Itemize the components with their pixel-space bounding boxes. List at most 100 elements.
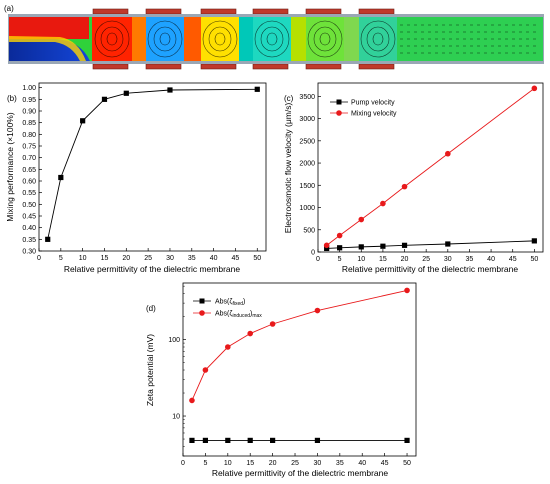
concentration-field	[9, 17, 543, 61]
panel-d-label: (d)	[146, 304, 156, 313]
series-line	[191, 289, 408, 401]
data-point	[80, 118, 86, 124]
data-point	[269, 321, 276, 327]
bottom-electrodes	[92, 63, 395, 70]
legend-d: Abs(ζfixed) Abs(ζinduced)max	[193, 298, 262, 320]
x-axis-label-d: Relative permittivity of the dielectric …	[212, 468, 388, 478]
y-tick-label: 0.95	[22, 97, 36, 104]
x-ticks-d: 0 5 10 15 20 25 30 35 40 45 50	[181, 453, 411, 467]
x-tick-label: 0	[37, 255, 41, 262]
data-point	[358, 216, 365, 223]
data-point	[445, 241, 451, 247]
y-tick-label: 10	[172, 414, 180, 421]
top-electrodes	[92, 8, 395, 15]
y-tick-label: 0.90	[22, 109, 36, 116]
x-tick-label: 5	[338, 256, 342, 263]
x-tick-label: 50	[403, 460, 411, 467]
x-tick-label: 15	[246, 460, 254, 467]
data-point	[401, 183, 408, 190]
x-tick-label: 45	[381, 460, 389, 467]
y-axis-label-b: Mixing performance (×100%)	[5, 112, 15, 222]
data-point	[401, 242, 408, 248]
legend-marker-induced	[199, 310, 205, 316]
data-point	[337, 245, 343, 251]
x-tick-label: 5	[203, 460, 207, 467]
y-tick-label: 1.00	[22, 85, 36, 92]
data-point	[404, 287, 410, 294]
series-d	[189, 287, 410, 443]
data-point	[189, 437, 195, 443]
x-axis-label-b: Relative permittivity of the dielectric …	[64, 264, 240, 274]
data-point	[123, 90, 129, 96]
legend-marker-pump	[336, 99, 342, 105]
x-ticks-b: 0 5 10 15 20 25 30 35 40 45 50	[37, 248, 261, 262]
panel-d: (d) 0 5 10 15 20 25 30 35 40 45 50 10 100 Abs(ζfixe…	[145, 282, 417, 478]
data-point	[445, 150, 451, 157]
y-tick-label: 0.30	[22, 249, 36, 256]
y-tick-label: 0.35	[22, 237, 36, 244]
x-tick-label: 30	[166, 255, 174, 262]
x-tick-label: 45	[509, 256, 517, 263]
data-point	[531, 85, 538, 92]
legend-c: Pump velocity Mixing velocity	[330, 99, 397, 118]
x-tick-label: 15	[101, 255, 109, 262]
data-point	[45, 236, 51, 242]
data-point	[247, 437, 253, 443]
y-tick-label: 0	[311, 250, 315, 257]
y-tick-label: 0.40	[22, 225, 36, 232]
x-tick-label: 5	[59, 255, 63, 262]
y-tick-label: 0.80	[22, 132, 36, 139]
panel-b-label: (b)	[7, 94, 17, 103]
plot-frame-d	[182, 282, 417, 457]
y-tick-label: 0.65	[22, 167, 36, 174]
data-point	[225, 344, 231, 350]
panel-c-label: (c)	[284, 94, 294, 103]
x-tick-label: 35	[466, 256, 474, 263]
legend-label-induced: Abs(ζinduced)max	[215, 311, 262, 320]
data-point	[336, 232, 343, 239]
x-tick-label: 30	[444, 256, 452, 263]
y-tick-label: 0.50	[22, 202, 36, 209]
plot-frame-c	[317, 82, 544, 253]
y-tick-label: 0.55	[22, 190, 36, 197]
data-point	[531, 238, 537, 244]
y-tick-label: 0.75	[22, 144, 36, 151]
data-point	[254, 86, 260, 92]
y-tick-label: 3000	[299, 116, 315, 123]
data-point	[314, 437, 321, 443]
series-line	[326, 240, 535, 249]
data-point	[358, 244, 364, 250]
data-point	[314, 307, 321, 314]
legend-label-fixed: Abs(ζfixed)	[215, 299, 245, 308]
panel-b: (b) 0 5 10 15 20 25 30 35 40 45 50 0.30 0.35 0.40 0.4…	[5, 82, 267, 274]
velocity-vectors	[94, 20, 540, 58]
x-axis-label-c: Relative permittivity of the dielectric …	[342, 264, 518, 274]
data-point	[189, 397, 195, 404]
y-tick-label: 0.70	[22, 155, 36, 162]
x-tick-label: 10	[357, 256, 365, 263]
y-tick-label: 3500	[299, 94, 315, 101]
y-tick-label: 0.45	[22, 214, 36, 221]
x-tick-label: 40	[358, 460, 366, 467]
data-point	[323, 242, 330, 249]
x-ticks-c: 0 5 10 15 20 25 30 35 40 45 50	[316, 249, 538, 263]
data-point	[202, 367, 209, 373]
y-tick-label: 500	[303, 227, 315, 234]
y-ticks-b: 0.30 0.35 0.40 0.45 0.50 0.55 0.60 0.65 0.70 0.75…	[22, 85, 42, 256]
y-tick-label: 1500	[299, 183, 315, 190]
data-point	[225, 437, 231, 443]
x-tick-label: 40	[487, 256, 495, 263]
x-tick-label: 20	[269, 460, 277, 467]
data-point	[324, 245, 330, 252]
y-ticks-c: 0 500 1000 1500 2000 2500 3000 3500	[299, 94, 321, 257]
y-tick-label: 2500	[299, 138, 315, 145]
panel-a: (a)	[4, 4, 544, 70]
y-ticks-d: 10 100	[168, 285, 186, 457]
series-b	[45, 86, 260, 242]
x-tick-label: 0	[181, 460, 185, 467]
y-tick-label: 1000	[299, 205, 315, 212]
plot-frame-b	[38, 82, 267, 252]
y-tick-label: 0.60	[22, 179, 36, 186]
x-tick-label: 35	[336, 460, 344, 467]
